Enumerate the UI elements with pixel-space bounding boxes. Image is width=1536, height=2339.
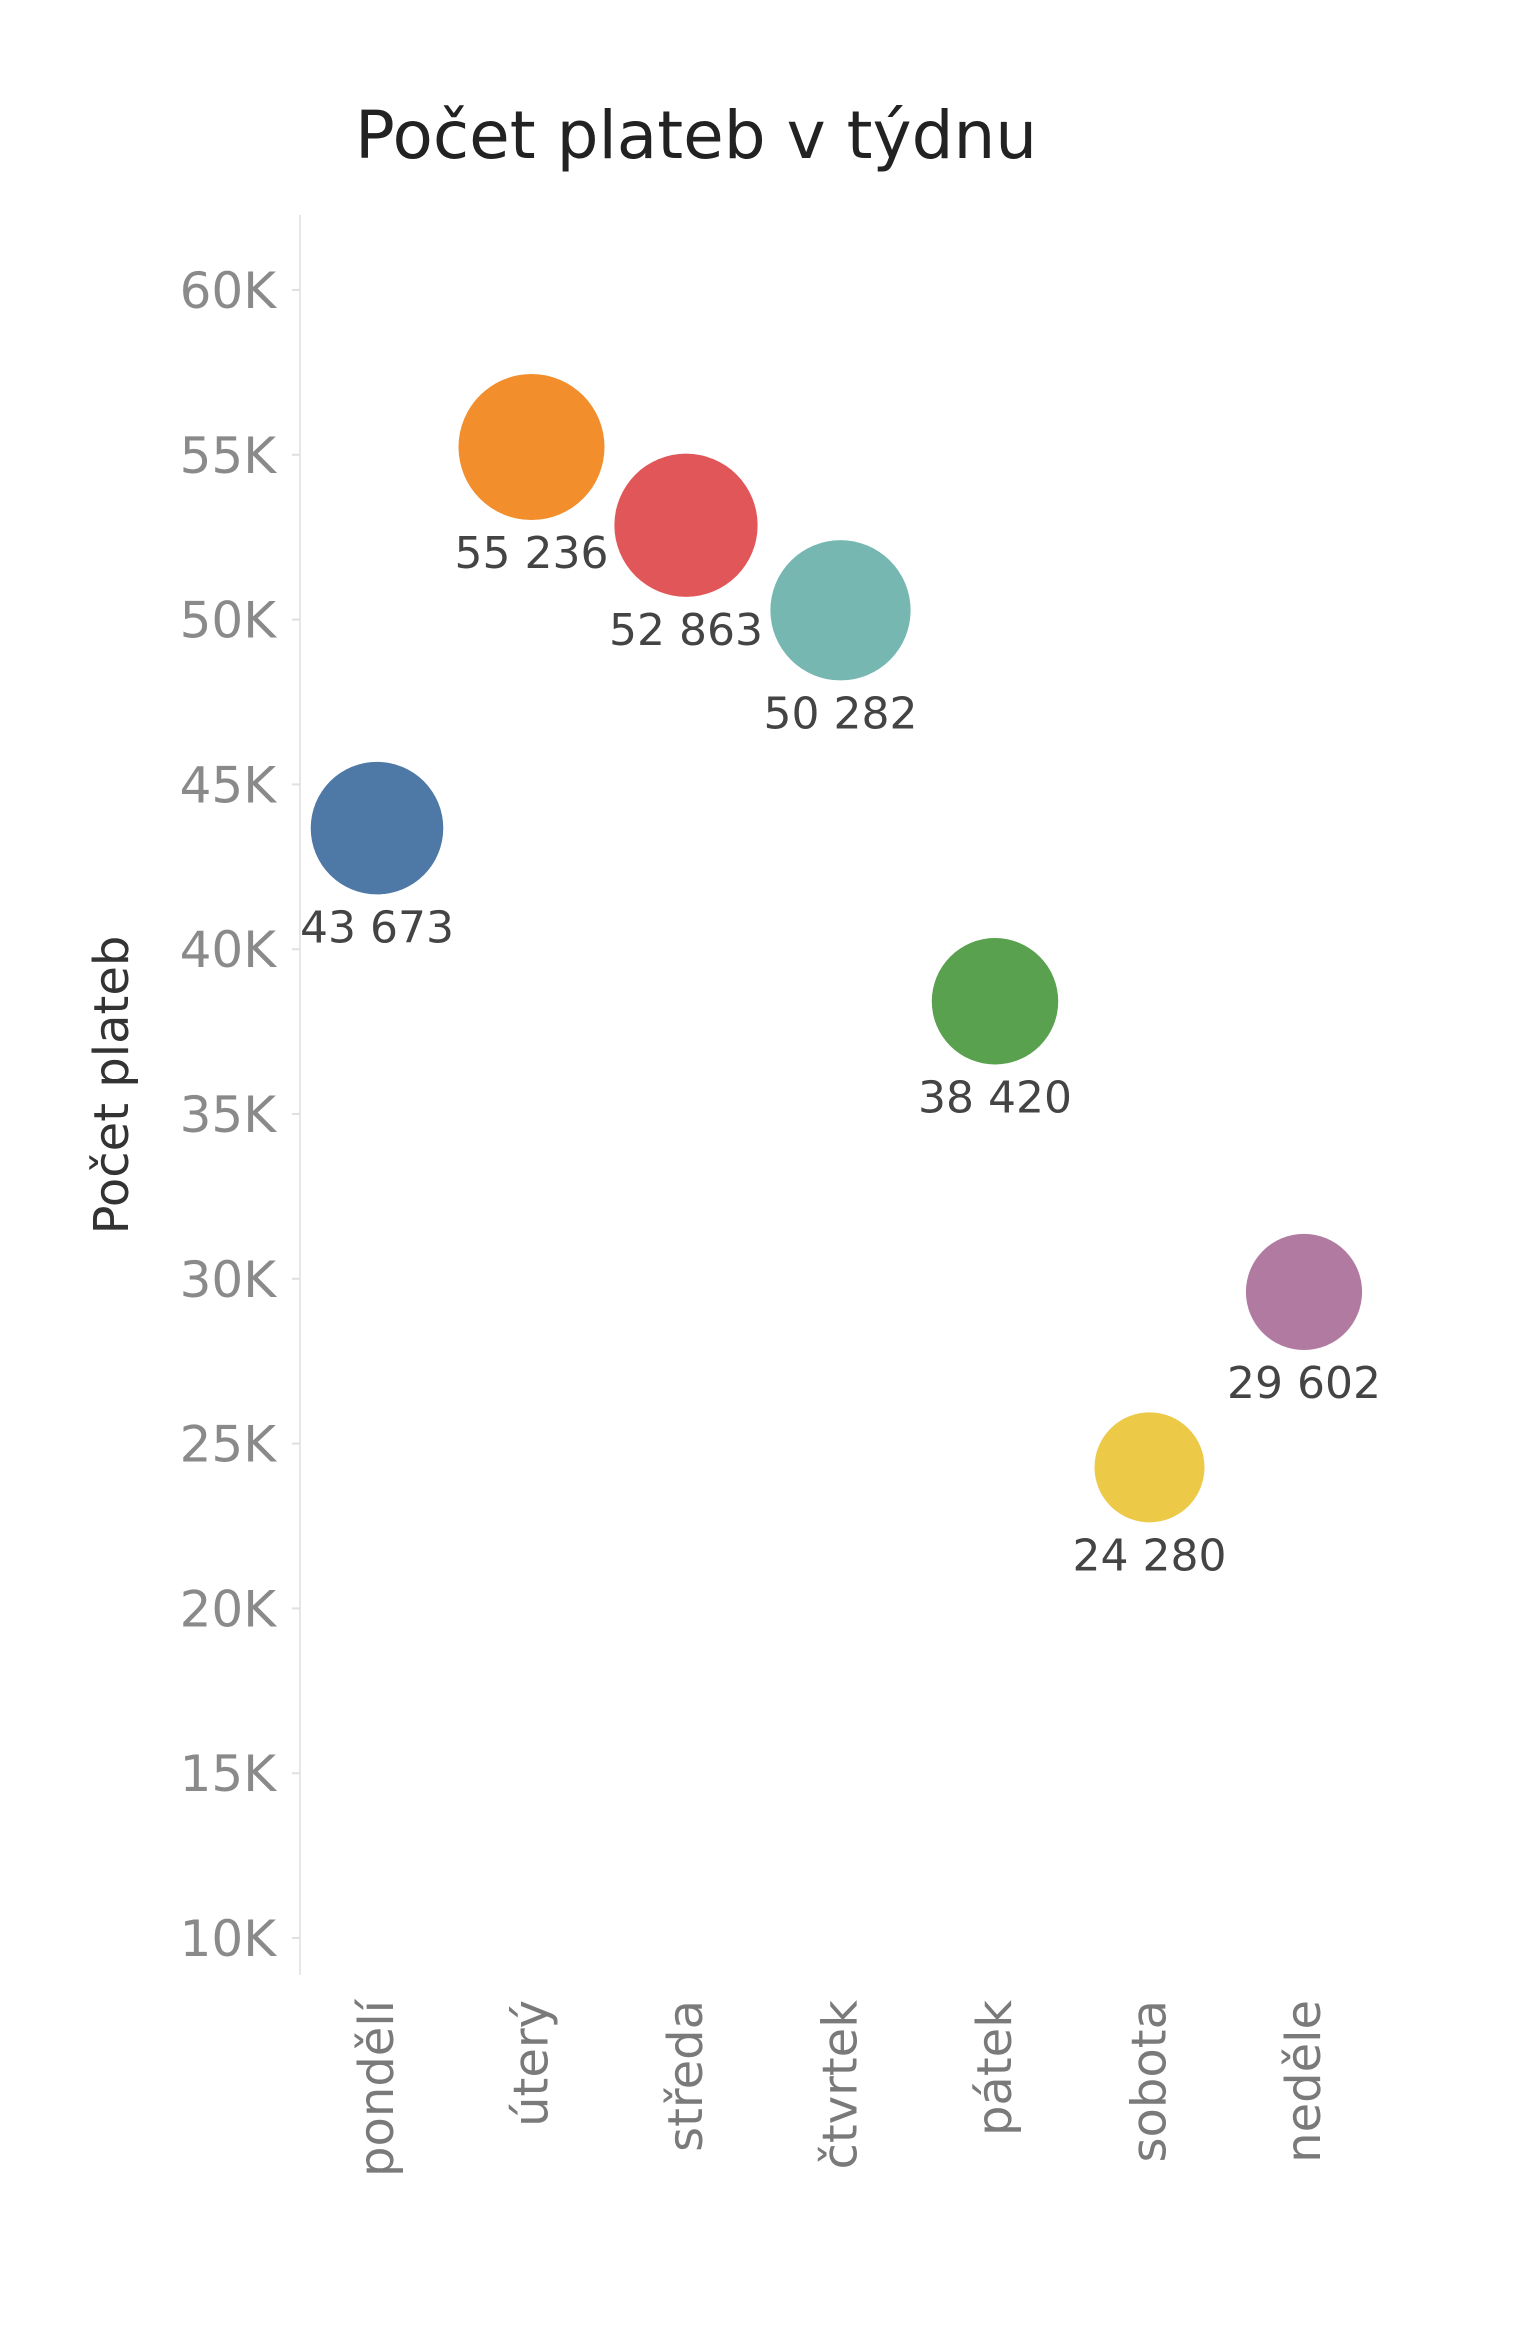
x-category-label: úterý — [504, 2000, 560, 2127]
data-points — [310, 374, 1363, 1523]
x-category-label: čtvrtek — [813, 2000, 869, 2170]
y-tick-label: 20K — [180, 1580, 278, 1638]
x-category-label: sobota — [1122, 2000, 1178, 2162]
y-tick-label: 30K — [180, 1251, 278, 1309]
x-category-label: středa — [658, 2000, 714, 2152]
data-point — [1094, 1412, 1205, 1523]
y-tick-label: 25K — [180, 1416, 278, 1474]
data-point — [1245, 1233, 1363, 1351]
y-tick-label: 60K — [180, 262, 278, 320]
data-label: 38 420 — [918, 1072, 1072, 1123]
y-tick-label: 10K — [180, 1910, 278, 1968]
y-tick-label: 40K — [180, 921, 278, 979]
x-category-label: neděle — [1276, 2000, 1332, 2163]
y-tick-label: 15K — [180, 1745, 278, 1803]
data-label: 24 280 — [1073, 1530, 1227, 1581]
x-category-label: pondělí — [349, 1998, 405, 2177]
x-category-label: pátek — [967, 2000, 1023, 2136]
y-tick-label: 35K — [180, 1086, 278, 1144]
y-axis-ticks: 10K 15K 20K 25K 30K 35K 40K 45K 50K 55K 60K — [180, 262, 300, 1968]
data-label: 43 673 — [300, 902, 454, 953]
data-point — [614, 453, 758, 597]
y-axis-title: Počet plateb — [84, 936, 140, 1235]
data-point — [770, 540, 911, 681]
y-tick-label: 45K — [180, 756, 278, 814]
data-label: 55 236 — [455, 528, 609, 579]
data-label: 50 282 — [764, 688, 918, 739]
data-label: 29 602 — [1227, 1358, 1381, 1409]
data-label: 52 863 — [609, 605, 763, 656]
data-point — [931, 938, 1059, 1065]
chart-title: Počet plateb v týdnu — [355, 97, 1037, 174]
y-tick-label: 55K — [180, 427, 278, 485]
data-point — [310, 761, 444, 895]
x-axis-labels: pondělí úterý středa čtvrtek pátek sobota nedě… — [349, 1998, 1332, 2177]
y-tick-label: 50K — [180, 592, 278, 650]
data-point — [458, 374, 605, 521]
